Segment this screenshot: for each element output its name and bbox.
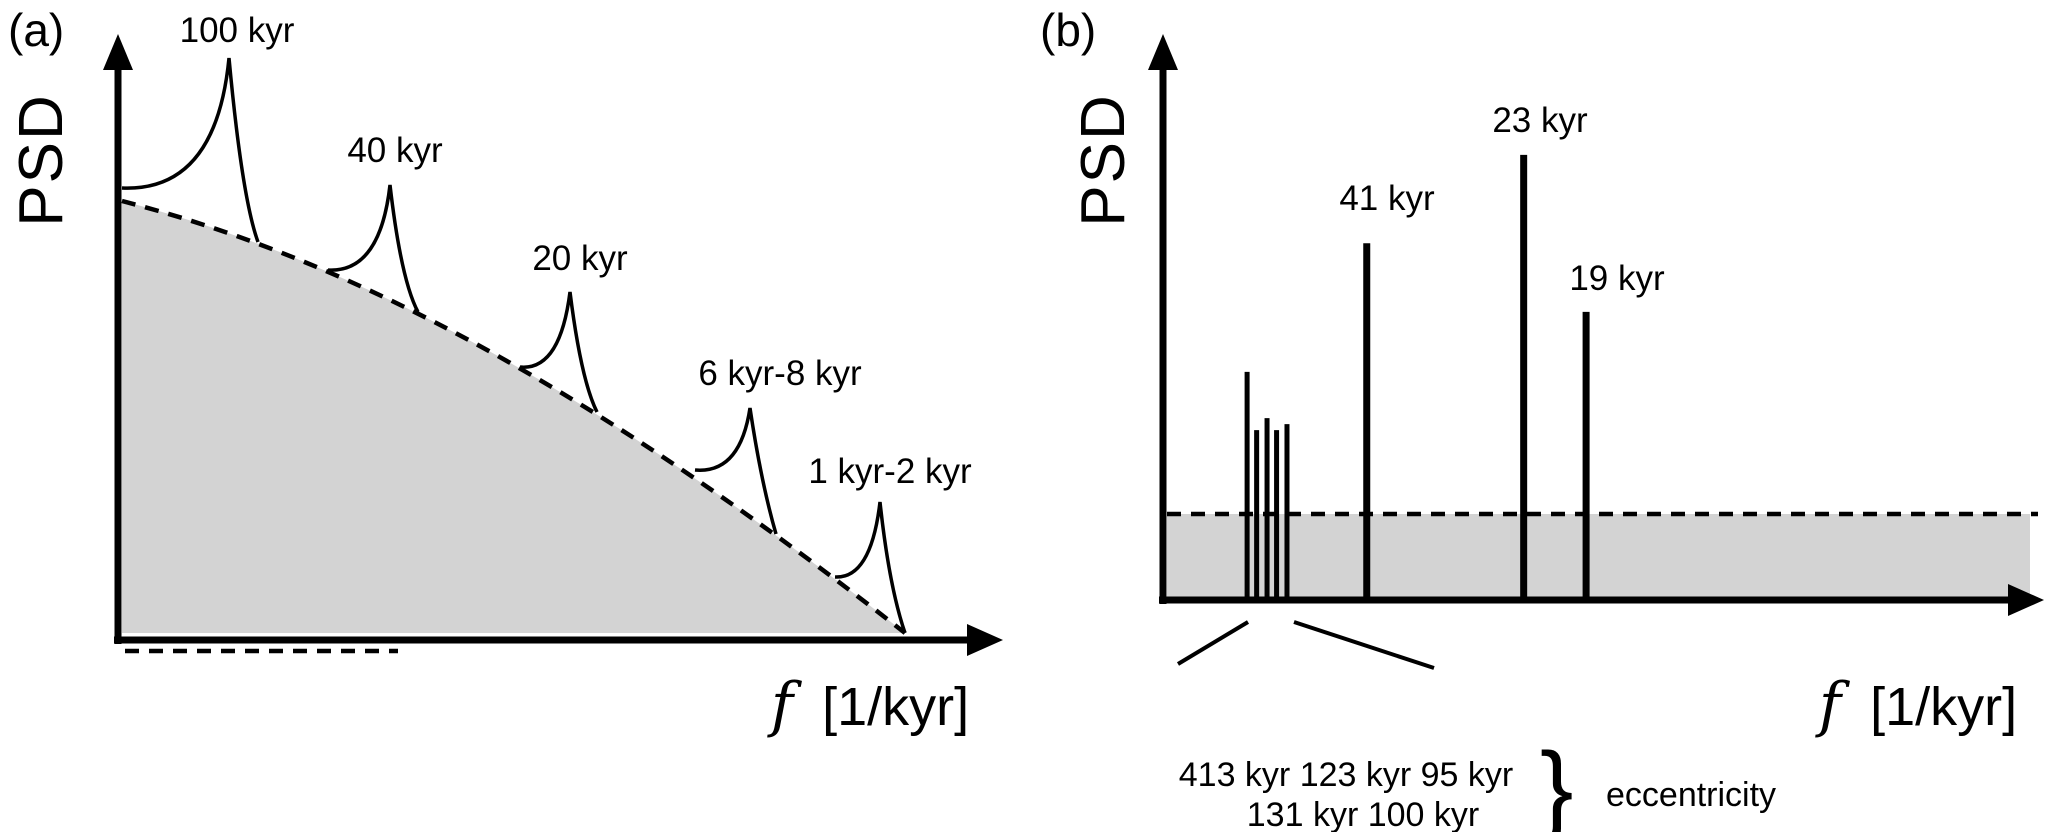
line-label-23kyr: 23 kyr [1492,101,1588,140]
cluster-periods-line2: 131 kyr 100 kyr [1247,796,1479,832]
x-axis-title-b-f: f [1815,670,1851,740]
peak-label-6-8kyr: 6 kyr-8 kyr [698,354,862,393]
x-axis-arrow-b [2008,584,2044,616]
peak-label-1-2kyr: 1 kyr-2 kyr [808,452,972,491]
peak-label-40kyr: 40 kyr [347,131,443,170]
peak-label-20kyr: 20 kyr [532,239,628,278]
x-axis-title-b-unit: [1/kyr] [1870,677,2017,737]
peak-label-100kyr: 100 kyr [180,11,295,50]
peak-curve-40kyr [327,184,420,313]
x-axis-title-a-unit: [1/kyr] [822,677,969,737]
y-axis-title-b: PSD [1069,93,1138,226]
continuum-shading [122,201,905,633]
peak-curve-20kyr [519,291,599,413]
y-axis-arrow-b [1148,34,1178,70]
zoom-bracket-left-line [1176,620,1250,666]
noise-floor-band [1167,514,2030,598]
x-axis-title-a-f: f [767,670,803,740]
panel-b: (b) 41 kyr 23 kyr 19 kyr 413 kyr 123 kyr… [1040,4,2044,837]
x-axis-title-b: f [1/kyr] [1815,670,2017,740]
panel-a: (a) 100 kyr 40 kyr 20 kyr 6 kyr-8 kyr 1 … [7,4,1003,740]
panel-a-tag: (a) [8,4,64,56]
peak-curve-1-2kyr [834,501,907,634]
peak-curve-6-8kyr [694,407,778,535]
noise-envelope-dashed-curve [121,198,907,635]
panel-b-tag: (b) [1040,4,1096,56]
line-label-19kyr: 19 kyr [1569,259,1665,298]
x-axis-title-a: f [1/kyr] [767,670,969,740]
zoom-bracket-right-line [1293,620,1435,670]
spectral-lines-group [1244,154,1590,598]
y-axis-title-a: PSD [7,93,76,226]
eccentricity-brace: } [1540,732,1573,832]
peak-curve-100kyr [121,57,260,243]
y-axis-arrow-a [103,34,133,70]
x-axis-arrow-a [967,624,1003,656]
cluster-periods-line1: 413 kyr 123 kyr 95 kyr [1179,756,1513,794]
eccentricity-label: eccentricity [1606,776,1776,814]
line-label-41kyr: 41 kyr [1339,179,1435,218]
